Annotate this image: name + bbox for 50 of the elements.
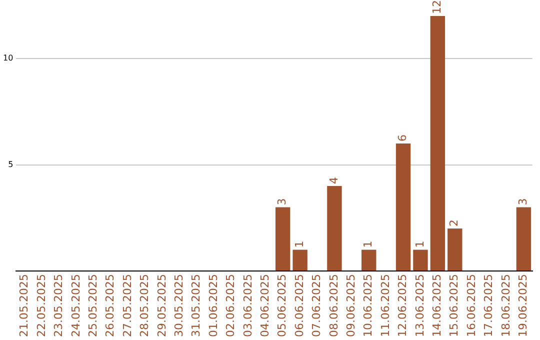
data-label: 1 xyxy=(292,240,306,248)
x-tick-label: 12.06.2025 xyxy=(396,274,410,338)
x-tick-label: 09.06.2025 xyxy=(344,274,358,338)
bar xyxy=(413,250,428,271)
x-tick-label: 29.05.2025 xyxy=(155,274,168,338)
data-label: 3 xyxy=(276,198,289,206)
x-tick-label: 15.06.2025 xyxy=(448,274,461,338)
data-label: 6 xyxy=(396,134,410,142)
bar xyxy=(327,186,342,271)
x-tick-label: 13.06.2025 xyxy=(413,274,426,338)
data-label: 12 xyxy=(430,0,444,14)
data-label: 4 xyxy=(327,177,340,184)
y-tick-label: 10 xyxy=(2,54,14,63)
bar xyxy=(516,207,532,271)
x-tick-label: 11.06.2025 xyxy=(378,274,392,338)
x-tick-label: 02.06.2025 xyxy=(224,274,238,338)
x-tick-label: 22.05.2025 xyxy=(34,274,48,338)
x-tick-label: 27.05.2025 xyxy=(120,274,134,338)
x-tick-label: 10.06.2025 xyxy=(362,274,375,338)
bar xyxy=(275,207,290,271)
x-tick-label: 28.05.2025 xyxy=(138,274,152,338)
bar xyxy=(448,228,462,271)
x-tick-label: 07.06.2025 xyxy=(310,274,324,338)
x-tick-label: 21.05.2025 xyxy=(18,274,31,338)
x-tick-label: 23.05.2025 xyxy=(52,274,66,338)
x-tick-label: 16.06.2025 xyxy=(464,274,478,338)
x-tick-label: 06.06.2025 xyxy=(292,274,306,338)
x-tick-label: 19.06.2025 xyxy=(516,274,530,338)
x-tick-label: 01.06.2025 xyxy=(206,274,220,338)
data-label: 1 xyxy=(362,240,375,248)
x-tick-label: 18.06.2025 xyxy=(499,274,512,338)
bar xyxy=(396,144,411,271)
data-label: 3 xyxy=(516,198,530,206)
x-tick-label: 25.05.2025 xyxy=(86,274,100,338)
x-tick-label: 30.05.2025 xyxy=(172,274,186,338)
x-tick-label: 31.05.2025 xyxy=(190,274,203,338)
x-tick-label: 04.06.2025 xyxy=(258,274,272,338)
bar xyxy=(362,250,376,271)
x-tick-label: 14.06.2025 xyxy=(430,274,444,338)
x-tick-label: 08.06.2025 xyxy=(327,274,340,338)
y-tick-label: 5 xyxy=(8,160,14,169)
data-label: 1 xyxy=(413,240,426,248)
x-tick-label: 17.06.2025 xyxy=(482,274,496,338)
x-tick-label: 03.06.2025 xyxy=(241,274,254,338)
x-tick-label: 05.06.2025 xyxy=(276,274,289,338)
data-label: 2 xyxy=(448,220,461,227)
bar xyxy=(430,16,446,271)
bar xyxy=(292,250,308,271)
x-tick-label: 26.05.2025 xyxy=(104,274,117,338)
x-tick-label: 24.05.2025 xyxy=(69,274,82,338)
